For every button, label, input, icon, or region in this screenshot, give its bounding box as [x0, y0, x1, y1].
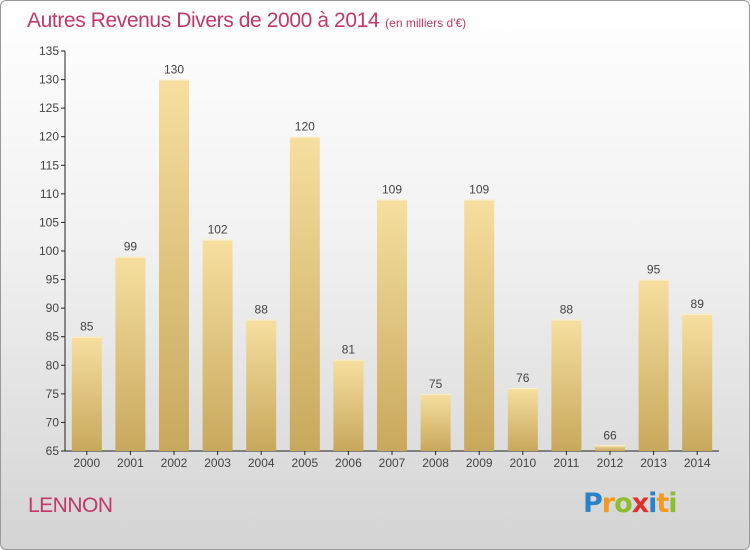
x-tick-label: 2009	[466, 456, 493, 470]
y-tick-label: 75	[46, 387, 60, 401]
bar	[115, 256, 146, 451]
y-tick-label: 100	[39, 244, 59, 258]
y-tick-label: 90	[46, 301, 60, 315]
bar	[289, 136, 320, 451]
x-tick-label: 2012	[597, 456, 624, 470]
proxiti-logo: Proxiti	[583, 488, 678, 519]
bar	[638, 279, 669, 451]
bar-value-label: 85	[80, 320, 94, 334]
bar	[333, 359, 364, 451]
logo-letter: r	[601, 488, 615, 519]
bar	[595, 445, 625, 451]
logo-letter: P	[583, 488, 603, 519]
y-tick-label: 85	[46, 330, 60, 344]
y-tick-label: 80	[46, 358, 60, 372]
bar	[682, 313, 713, 451]
bar-value-label: 130	[164, 63, 184, 77]
bar	[159, 79, 189, 452]
x-tick-label: 2001	[117, 456, 144, 470]
bar-value-label: 99	[124, 240, 138, 254]
y-tick-label: 110	[40, 187, 59, 201]
logo-letter: o	[614, 488, 633, 519]
bar-value-label: 95	[647, 263, 661, 277]
bar-value-label: 81	[342, 343, 356, 357]
x-tick-label: 2006	[335, 456, 362, 470]
x-tick-label: 2010	[509, 456, 536, 470]
y-tick-label: 130	[39, 73, 59, 87]
x-tick-label: 2004	[248, 456, 275, 470]
x-tick-label: 2014	[684, 456, 711, 470]
y-tick-label: 70	[46, 415, 60, 429]
bar-value-label: 102	[208, 223, 228, 237]
x-tick-label: 2000	[73, 456, 100, 470]
x-tick-label: 2013	[640, 456, 667, 470]
logo-letter: x	[631, 488, 649, 519]
bar-value-label: 109	[382, 183, 402, 197]
bar	[71, 336, 102, 451]
bar-value-label: 88	[560, 303, 574, 317]
x-tick-label: 2002	[161, 456, 188, 470]
y-tick-label: 95	[46, 273, 60, 287]
bar-value-label: 120	[295, 120, 315, 134]
y-tick-label: 120	[39, 130, 59, 144]
bar-value-label: 76	[516, 371, 530, 385]
bar	[420, 393, 451, 451]
x-tick-label: 2011	[553, 456, 579, 470]
commune-name: LENNON	[28, 494, 113, 517]
bar-value-label: 75	[429, 377, 443, 391]
y-tick-label: 105	[39, 215, 59, 229]
x-tick-label: 2007	[379, 456, 406, 470]
title-unit: (en milliers d'€)	[385, 16, 467, 30]
bar-value-label: 66	[603, 428, 617, 442]
y-tick-label: 115	[40, 158, 59, 172]
x-tick-label: 2005	[291, 456, 318, 470]
bar-value-label: 88	[255, 303, 269, 317]
bar	[202, 239, 233, 451]
x-tick-label: 2003	[204, 456, 231, 470]
logo-letter: i	[668, 488, 677, 519]
y-tick-label: 65	[46, 444, 60, 458]
bar-value-label: 89	[691, 297, 705, 311]
bar	[464, 199, 495, 451]
bar	[246, 319, 277, 451]
bar	[507, 388, 538, 451]
logo-letter: t	[656, 488, 669, 519]
title-text: Autres Revenus Divers de 2000 à 2014	[27, 9, 380, 32]
bar	[551, 319, 582, 451]
bar	[377, 199, 407, 451]
bar-value-label: 109	[469, 183, 489, 197]
chart-title: Autres Revenus Divers de 2000 à 2014 (en …	[27, 9, 466, 33]
logo-letter: i	[648, 488, 657, 519]
y-tick-label: 135	[39, 44, 59, 58]
x-tick-label: 2008	[422, 456, 449, 470]
y-tick-label: 125	[39, 101, 59, 115]
